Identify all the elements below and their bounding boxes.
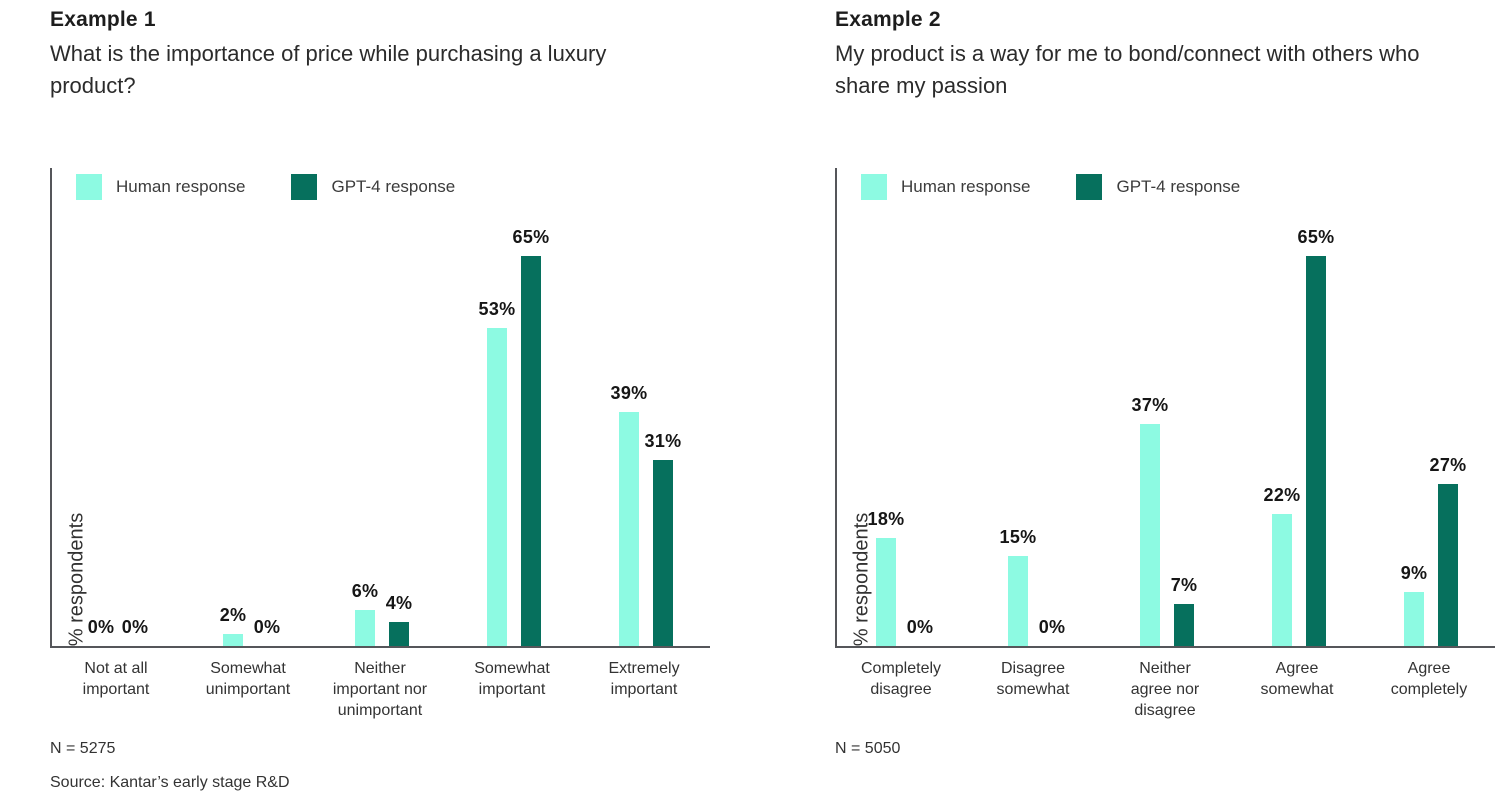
- bar-human: [876, 538, 896, 646]
- bar-value-label: 0%: [87, 617, 115, 637]
- bar-value-label: 37%: [1131, 395, 1169, 415]
- x-axis-labels: Not at all important Somewhat unimportant…: [50, 658, 710, 728]
- legend-item-gpt4: GPT-4 response: [291, 174, 455, 200]
- x-tick-label: Neither important nor unimportant: [332, 660, 428, 720]
- bar-human: [1008, 556, 1028, 646]
- bar-value-label: 2%: [219, 605, 247, 625]
- legend: Human response GPT-4 response: [861, 174, 1286, 200]
- legend-item-human: Human response: [76, 174, 245, 200]
- bar-value-label: 27%: [1429, 455, 1467, 475]
- bar-value-label: 15%: [999, 527, 1037, 547]
- x-axis-labels: Completely disagree Disagree somewhat Neit…: [835, 658, 1495, 728]
- plot-area: % respondents Human response GPT-4 respo…: [835, 168, 1495, 648]
- x-tick-label: Completely disagree: [860, 660, 942, 699]
- legend-label: GPT-4 response: [1116, 177, 1241, 196]
- sample-size-label: N = 5050: [835, 740, 901, 757]
- bar-gpt4: [1306, 256, 1326, 646]
- bar-value-label: 53%: [478, 299, 516, 319]
- x-tick-label: Disagree somewhat: [996, 660, 1070, 699]
- legend-item-gpt4: GPT-4 response: [1076, 174, 1240, 200]
- bar-human: [223, 634, 243, 646]
- bar-gpt4: [1438, 484, 1458, 646]
- bar-value-label: 22%: [1263, 485, 1301, 505]
- bar-human: [487, 328, 507, 646]
- bar-value-label: 6%: [351, 581, 379, 601]
- bar-value-label: 4%: [385, 593, 413, 613]
- human-response-swatch: [861, 174, 887, 200]
- bar-value-label: 39%: [610, 383, 648, 403]
- x-tick-label: Agree completely: [1390, 660, 1468, 699]
- x-tick-label: Not at all important: [82, 660, 150, 699]
- bar-value-label: 0%: [906, 617, 934, 637]
- bar-gpt4: [521, 256, 541, 646]
- bar-human: [1272, 514, 1292, 646]
- legend-item-human: Human response: [861, 174, 1030, 200]
- bar-human: [619, 412, 639, 646]
- bar-value-label: 0%: [1038, 617, 1066, 637]
- gpt4-response-swatch: [1076, 174, 1103, 200]
- bar-value-label: 65%: [512, 227, 550, 247]
- title-block: Example 1 What is the importance of pric…: [50, 8, 690, 102]
- plot-area: % respondents Human response GPT-4 respo…: [50, 168, 710, 648]
- legend-label: Human response: [901, 177, 1031, 196]
- legend-label: Human response: [116, 177, 246, 196]
- bar-value-label: 0%: [121, 617, 149, 637]
- bar-human: [1404, 592, 1424, 646]
- bar-value-label: 18%: [867, 509, 905, 529]
- x-tick-label: Somewhat important: [474, 660, 550, 699]
- bar-value-label: 9%: [1400, 563, 1428, 583]
- chart-subtitle: My product is a way for me to bond/conne…: [835, 41, 1420, 98]
- bar-human: [1140, 424, 1160, 646]
- gpt4-response-swatch: [291, 174, 318, 200]
- legend: Human response GPT-4 response: [76, 174, 501, 200]
- bar-value-label: 65%: [1297, 227, 1335, 247]
- x-tick-label: Extremely important: [608, 660, 680, 699]
- bar-value-label: 7%: [1170, 575, 1198, 595]
- sample-size-label: N = 5275: [50, 740, 116, 757]
- x-tick-label: Agree somewhat: [1260, 660, 1334, 699]
- bar-value-label: 0%: [253, 617, 281, 637]
- chart-subtitle: What is the importance of price while pu…: [50, 41, 607, 98]
- bar-gpt4: [1174, 604, 1194, 646]
- x-tick-label: Neither agree nor disagree: [1130, 660, 1200, 720]
- bar-gpt4: [389, 622, 409, 646]
- bar-value-label: 31%: [644, 431, 682, 451]
- human-response-swatch: [76, 174, 102, 200]
- chart-title: Example 2: [835, 8, 941, 31]
- source-label: Source: Kantar’s early stage R&D: [50, 774, 290, 791]
- title-block: Example 2 My product is a way for me to …: [835, 8, 1475, 102]
- x-tick-label: Somewhat unimportant: [205, 660, 291, 699]
- chart-title: Example 1: [50, 8, 156, 31]
- bar-human: [355, 610, 375, 646]
- legend-label: GPT-4 response: [331, 177, 456, 196]
- chart-panel-example-1: Example 1 What is the importance of pric…: [50, 8, 710, 791]
- bar-gpt4: [653, 460, 673, 646]
- chart-panel-example-2: Example 2 My product is a way for me to …: [785, 0, 1500, 800]
